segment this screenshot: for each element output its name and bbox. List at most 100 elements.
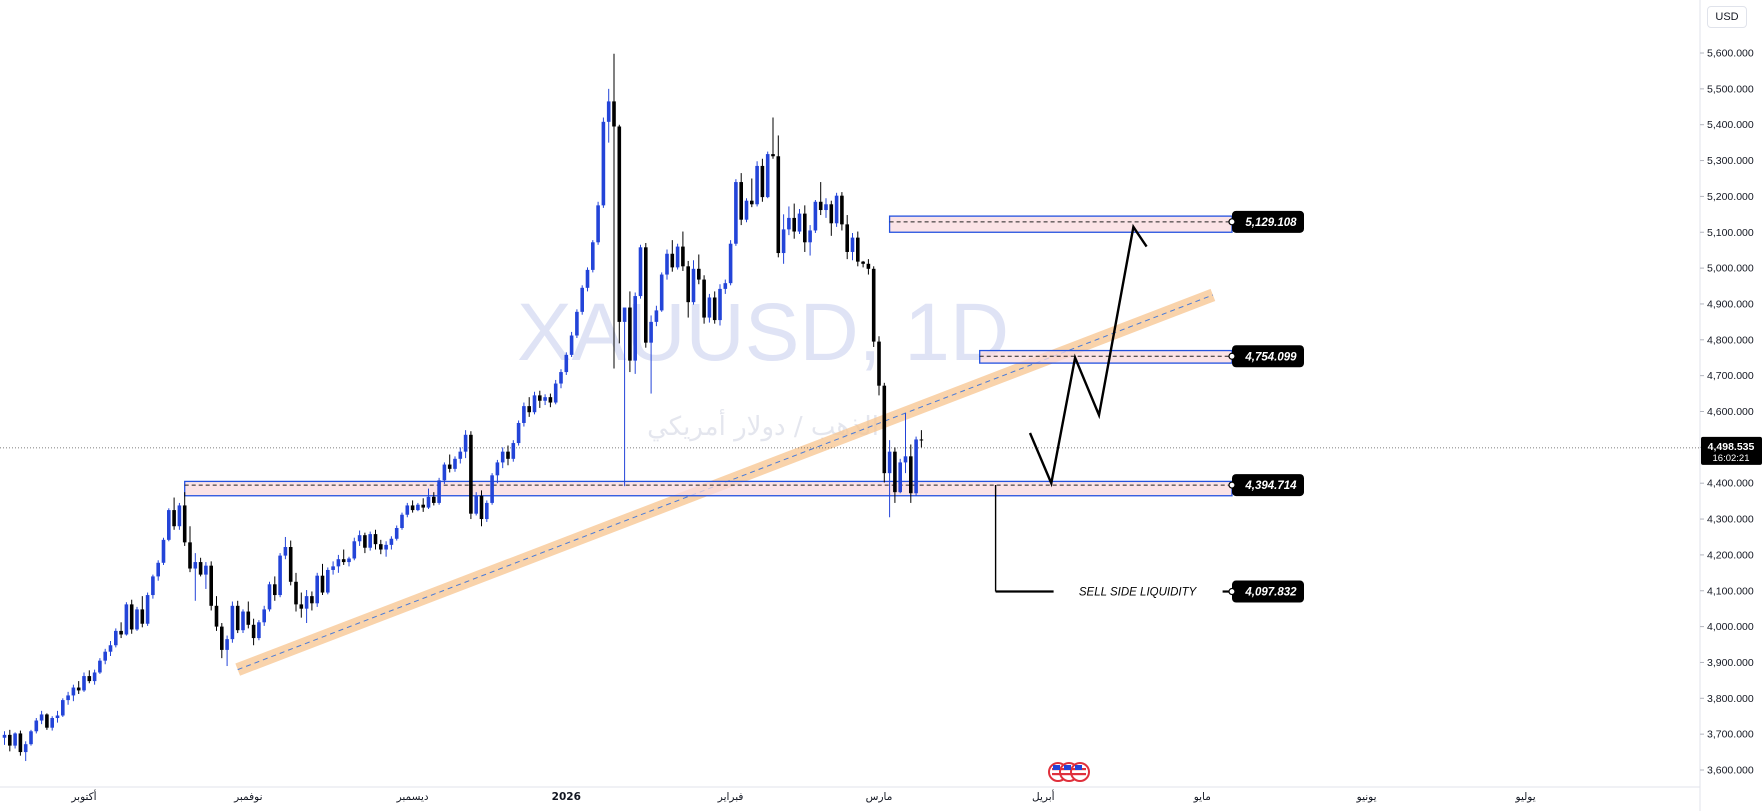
candle-body: [405, 505, 410, 515]
candle-body: [702, 279, 706, 318]
level-price-text: 4,754.099: [1244, 351, 1297, 363]
candle: [893, 447, 897, 503]
candle-body: [861, 261, 865, 264]
candle-body: [559, 372, 563, 384]
price-tick-label: 5,500.000: [1707, 83, 1754, 95]
candle-body: [670, 253, 675, 268]
candle-body: [246, 611, 251, 625]
candle-body: [495, 462, 500, 476]
candle-body: [167, 510, 171, 540]
current-price-value: 4,498.535: [1708, 441, 1755, 453]
candle-body: [135, 609, 139, 630]
level-zone[interactable]: [184, 480, 1233, 497]
candle: [781, 214, 786, 264]
level-labels[interactable]: 5,129.108 4,754.099 4,394.714 4,097.832 SELL…: [1079, 210, 1304, 603]
candle-body: [469, 434, 473, 514]
candle-body: [363, 535, 367, 548]
candle-body: [145, 595, 150, 624]
level-label-pill[interactable]: [1232, 210, 1304, 233]
time-axis[interactable]: أكتوبر نوفمبر ديسمبر 2026 فبراير مارس أبريل ماي…: [0, 786, 1700, 803]
candle-body: [389, 538, 394, 545]
currency-button[interactable]: USD: [1707, 6, 1747, 28]
level-label-pill[interactable]: [1232, 580, 1304, 603]
candle: [644, 243, 648, 348]
current-price-badge-bg: [1701, 436, 1762, 465]
price-tick-label: 5,100.000: [1707, 227, 1754, 239]
candle: [750, 178, 754, 208]
candle-body: [553, 383, 558, 403]
candle-body: [384, 544, 388, 550]
candle: [914, 436, 918, 496]
candle-body: [887, 451, 892, 474]
level-label-pill[interactable]: [1232, 345, 1304, 368]
candle: [45, 713, 49, 730]
level-label-pill[interactable]: [1232, 474, 1304, 497]
price-axis[interactable]: 3,600.000 3,700.000 3,800.000 3,900.000 4,00…: [1699, 0, 1762, 811]
candle: [580, 285, 584, 315]
candle: [2, 731, 7, 745]
candle: [405, 502, 410, 518]
candle-body: [601, 121, 606, 206]
candle-body: [564, 354, 569, 373]
candle-body: [368, 534, 372, 548]
candle: [591, 240, 595, 273]
candle-body: [591, 242, 595, 270]
candle: [352, 537, 357, 561]
level-zone[interactable]: [979, 349, 1233, 364]
candle: [469, 431, 473, 520]
price-tick-label: 4,200.000: [1707, 549, 1754, 561]
level-label[interactable]: 4,394.714: [1228, 474, 1304, 497]
price-tick-label: 4,300.000: [1707, 514, 1754, 526]
time-axis-label: يوليو: [1515, 791, 1536, 803]
projection-path[interactable]: [1028, 223, 1148, 488]
candle: [188, 526, 192, 573]
candle-body: [776, 156, 781, 254]
event-flag-icon[interactable]: [1048, 762, 1090, 782]
price-tick-label: 3,800.000: [1707, 693, 1754, 705]
level-label[interactable]: 4,097.832: [1228, 580, 1304, 603]
candle: [384, 541, 388, 557]
candle-body: [151, 576, 155, 596]
candle: [850, 232, 855, 261]
candle: [495, 459, 500, 484]
level-zones[interactable]: [0, 215, 1700, 593]
candle: [559, 369, 563, 389]
level-zone[interactable]: [888, 215, 1233, 233]
candle: [294, 572, 298, 612]
candle-body: [310, 596, 314, 604]
candle: [23, 741, 28, 762]
candlestick-series: [2, 53, 924, 762]
candle: [145, 592, 150, 626]
candle: [315, 572, 319, 607]
candle: [140, 596, 145, 628]
candle: [251, 618, 256, 646]
candle: [612, 53, 616, 369]
candle-body: [675, 246, 680, 268]
candle-body: [893, 451, 897, 493]
level-label[interactable]: 5,129.108: [1228, 210, 1304, 233]
candle-body: [124, 604, 129, 635]
candle-body: [82, 676, 86, 691]
candle: [490, 473, 494, 505]
candle: [76, 681, 81, 694]
level-label[interactable]: 4,754.099: [1228, 345, 1304, 368]
candle: [167, 508, 171, 542]
candle-body: [739, 182, 743, 220]
projection-zigzag[interactable]: [1028, 223, 1148, 488]
candle-body: [485, 502, 489, 520]
candle-body: [108, 645, 113, 652]
candle-body: [723, 283, 728, 289]
candle: [13, 732, 17, 749]
economic-events[interactable]: [1048, 762, 1090, 782]
candle: [824, 198, 828, 218]
candle: [840, 192, 844, 231]
candle-body: [156, 562, 160, 577]
level-anchor-dot: [1228, 352, 1236, 360]
candle-body: [209, 565, 213, 606]
level-price-text: 4,394.714: [1244, 480, 1297, 492]
candle-body: [734, 182, 738, 244]
candle: [564, 352, 569, 375]
candle: [553, 379, 558, 405]
